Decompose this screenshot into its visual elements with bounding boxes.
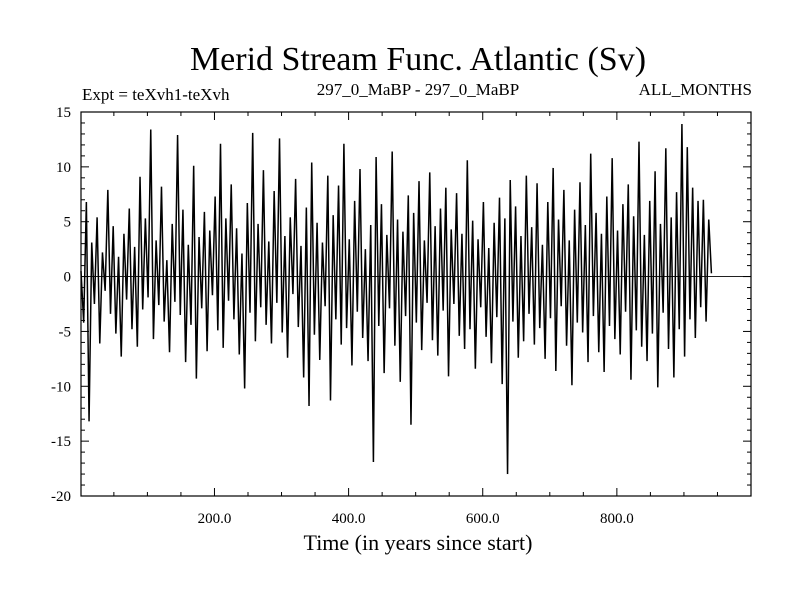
months-label: ALL_MONTHS xyxy=(639,80,752,99)
series-line-0 xyxy=(80,124,713,475)
x-axis-label: Time (in years since start) xyxy=(304,530,533,555)
experiment-label: Expt = teXvh1-teXvh xyxy=(82,85,230,104)
plot-frame xyxy=(80,111,752,497)
y-tick-label: -20 xyxy=(51,489,71,505)
x-tick-label: 200.0 xyxy=(198,511,232,527)
chart-title: Merid Stream Func. Atlantic (Sv) xyxy=(190,41,646,78)
y-tick-label: -10 xyxy=(51,379,71,395)
period-label: 297_0_MaBP - 297_0_MaBP xyxy=(317,80,519,99)
y-tick-label: 5 xyxy=(64,215,72,231)
y-tick-label: 15 xyxy=(56,105,71,121)
x-tick-label: 600.0 xyxy=(466,511,500,527)
y-tick-label: 10 xyxy=(56,160,71,176)
x-tick-label: 800.0 xyxy=(600,511,634,527)
x-tick-label: 400.0 xyxy=(332,511,366,527)
y-tick-label: -15 xyxy=(51,434,71,450)
y-tick-label: -5 xyxy=(59,324,72,340)
y-tick-label: 0 xyxy=(64,270,72,286)
